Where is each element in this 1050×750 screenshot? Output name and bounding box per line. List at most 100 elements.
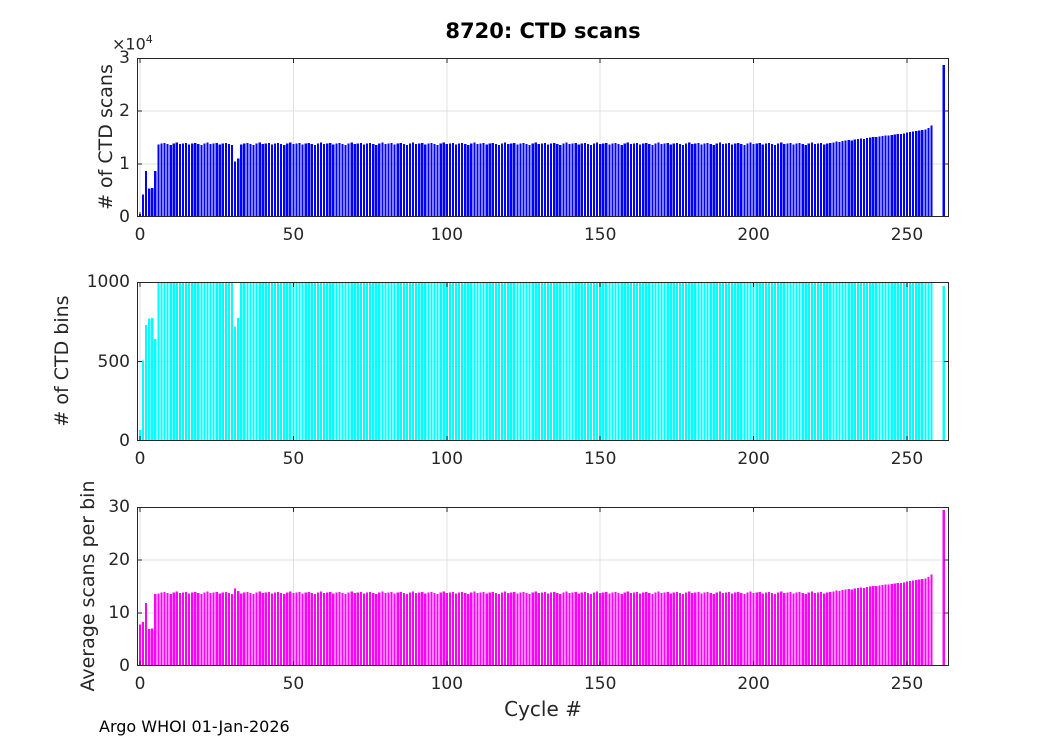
bar bbox=[488, 143, 491, 217]
x-axis-label: Cycle # bbox=[504, 697, 582, 721]
bar bbox=[663, 592, 666, 666]
bar bbox=[718, 591, 721, 666]
bar bbox=[908, 581, 912, 666]
bar bbox=[421, 592, 424, 666]
bar bbox=[522, 282, 525, 441]
bar bbox=[657, 142, 660, 217]
bar bbox=[421, 282, 424, 441]
bar bbox=[602, 282, 605, 441]
bar bbox=[847, 140, 850, 217]
bar bbox=[675, 142, 678, 217]
bar bbox=[399, 282, 402, 441]
bar bbox=[141, 621, 145, 666]
bar bbox=[859, 138, 863, 217]
bar bbox=[832, 591, 835, 666]
bar bbox=[181, 282, 185, 441]
bar bbox=[503, 591, 507, 666]
bar bbox=[378, 592, 381, 666]
bar bbox=[316, 592, 320, 666]
x-tick-label: 150 bbox=[583, 225, 617, 245]
bar bbox=[240, 282, 243, 441]
bar bbox=[816, 592, 820, 666]
bar bbox=[789, 592, 792, 666]
bar bbox=[298, 143, 301, 217]
bar bbox=[264, 143, 267, 217]
bar bbox=[813, 144, 817, 217]
bar bbox=[267, 592, 270, 666]
bar bbox=[313, 144, 316, 217]
bar bbox=[500, 592, 504, 666]
bar bbox=[464, 592, 467, 666]
bar bbox=[559, 282, 562, 441]
bar bbox=[620, 593, 623, 666]
bar bbox=[540, 143, 544, 217]
bar bbox=[740, 143, 743, 217]
bar bbox=[485, 593, 488, 666]
bar bbox=[341, 143, 344, 217]
bar bbox=[688, 142, 691, 217]
bar bbox=[685, 592, 688, 666]
bar bbox=[430, 282, 433, 441]
bar bbox=[375, 144, 378, 217]
bar bbox=[227, 143, 231, 217]
bar bbox=[145, 324, 148, 441]
bar bbox=[875, 282, 878, 441]
bar bbox=[915, 580, 918, 666]
bar bbox=[209, 144, 212, 217]
bar bbox=[930, 282, 933, 441]
bar bbox=[369, 282, 372, 441]
bar bbox=[562, 143, 565, 217]
bar bbox=[362, 593, 366, 666]
bar bbox=[267, 282, 270, 441]
bar bbox=[313, 593, 316, 666]
bar bbox=[215, 592, 218, 666]
bar bbox=[908, 282, 912, 441]
bar bbox=[810, 282, 813, 441]
bar bbox=[319, 282, 323, 441]
bar bbox=[734, 282, 737, 441]
bar bbox=[534, 591, 537, 666]
bar bbox=[688, 591, 691, 666]
bar bbox=[203, 592, 206, 666]
bar bbox=[451, 592, 455, 666]
bar bbox=[773, 282, 777, 441]
bar bbox=[375, 593, 378, 666]
bar bbox=[513, 282, 516, 441]
bar bbox=[734, 143, 737, 217]
bar bbox=[212, 592, 215, 666]
bar bbox=[457, 143, 461, 217]
bar bbox=[571, 592, 574, 666]
bar bbox=[635, 143, 639, 217]
bar bbox=[338, 282, 341, 441]
bar bbox=[276, 282, 280, 441]
bar bbox=[350, 591, 353, 666]
bar bbox=[261, 593, 264, 666]
bar bbox=[543, 143, 547, 217]
bar bbox=[304, 592, 307, 666]
bar bbox=[258, 282, 261, 441]
bar bbox=[592, 592, 596, 666]
bar bbox=[350, 282, 353, 441]
bar bbox=[227, 592, 231, 666]
bar bbox=[758, 143, 761, 217]
bar bbox=[632, 282, 636, 441]
y-tick-label: 0 bbox=[119, 656, 130, 676]
bar bbox=[362, 144, 366, 217]
y-axis-label-avg-scans: Average scans per bin bbox=[77, 480, 99, 692]
bar bbox=[375, 282, 378, 441]
y-tick-label: 20 bbox=[108, 550, 130, 570]
bar bbox=[703, 143, 706, 217]
bar bbox=[445, 282, 448, 441]
bar bbox=[187, 282, 191, 441]
bar bbox=[915, 131, 918, 217]
bar bbox=[148, 628, 151, 666]
bar bbox=[197, 143, 200, 217]
bar bbox=[399, 142, 402, 217]
bar bbox=[427, 282, 430, 441]
bar bbox=[807, 143, 810, 217]
bar bbox=[835, 282, 838, 441]
bar bbox=[841, 141, 844, 217]
y-axis-label-ctd-scans: # of CTD scans bbox=[95, 64, 117, 210]
bar bbox=[703, 282, 706, 441]
y-tick-label: 10 bbox=[108, 603, 130, 623]
